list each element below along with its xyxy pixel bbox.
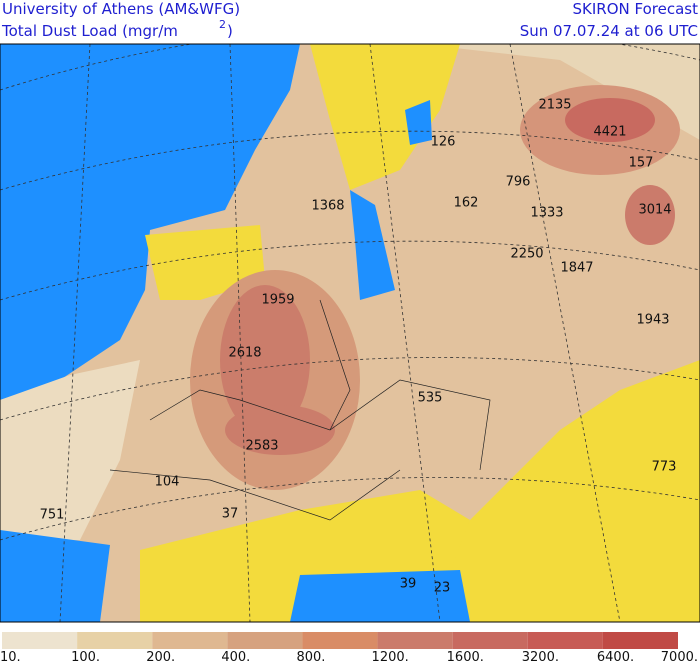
gulf-of-guinea [290,570,470,622]
map-label: 1959 [261,293,294,308]
subtitle: Total Dust Load (mgr/m [1,22,178,40]
colorbar-label: 100. [71,650,100,662]
colorbar-label: 3200. [522,650,559,662]
dust-east-2 [625,185,675,245]
black-sea [405,100,432,145]
map-label: 2250 [510,247,543,262]
map-label: 1368 [311,199,344,214]
dust-east-core [565,98,655,142]
colorbar-label: 1600. [447,650,484,662]
mediterranean [350,190,395,300]
colorbar-swatch [227,632,303,649]
map-label: 104 [155,475,180,490]
map-label: 4421 [593,125,626,140]
colorbar-swatch [152,632,228,649]
graticule [0,44,700,622]
map-label: 773 [652,460,677,475]
map-label: 1943 [636,313,669,328]
map-label: 39 [400,577,417,592]
superscript: 2 [219,18,226,31]
map-frame [0,43,700,623]
valid-time: Sun 07.07.24 at 06 UTC [520,22,698,40]
north-haze [0,44,700,140]
colorbar-swatch [602,632,678,649]
colorbar-swatch [452,632,528,649]
colorbar-label: 6400. [597,650,634,662]
dust-core-2 [220,285,310,435]
map-label: 2583 [245,439,278,454]
header: University of Athens (AM&WFG) Total Dust… [1,0,698,40]
map-label: 751 [40,508,65,523]
map-label: 2618 [228,346,261,361]
product: SKIRON Forecast [573,0,699,18]
map-label: 3014 [638,203,671,218]
map-label: 23 [434,581,451,596]
atlantic-south [0,530,110,622]
colorbar: 10. 100. 200. 400. 800. 1200. 1600. 3200. 6400. 7… [0,632,698,662]
map-label: 162 [454,196,479,211]
map-label: 1847 [560,261,593,276]
atlantic [0,44,300,400]
iberia [145,225,265,300]
map-label: 796 [506,175,531,190]
subtitle-end: ) [227,22,233,40]
colorbar-label: 1200. [372,650,409,662]
colorbar-swatch [302,632,378,649]
map: 2135 4421 126 157 796 162 1368 1333 3014… [0,43,700,623]
dust-core-3 [225,405,335,455]
map-labels: 2135 4421 126 157 796 162 1368 1333 3014… [40,98,677,596]
colorbar-label: 7000. [661,650,698,662]
atlantic-haze [0,360,140,540]
title: University of Athens (AM&WFG) [2,0,240,18]
map-label: 126 [431,135,456,150]
map-label: 37 [222,507,239,522]
colorbar-label: 200. [146,650,175,662]
colorbar-label: 400. [221,650,250,662]
colorbar-swatch [2,632,78,649]
colorbar-swatch [77,632,153,649]
arabia [420,360,700,622]
map-label: 2135 [538,98,571,113]
colorbar-label: 10. [0,650,21,662]
map-label: 535 [418,391,443,406]
map-label: 1333 [530,206,563,221]
low-dust-europe [310,44,460,190]
map-label: 157 [629,156,654,171]
colorbar-swatch [527,632,603,649]
borders [109,299,491,521]
colorbar-swatch [377,632,453,649]
colorbar-label: 800. [296,650,325,662]
